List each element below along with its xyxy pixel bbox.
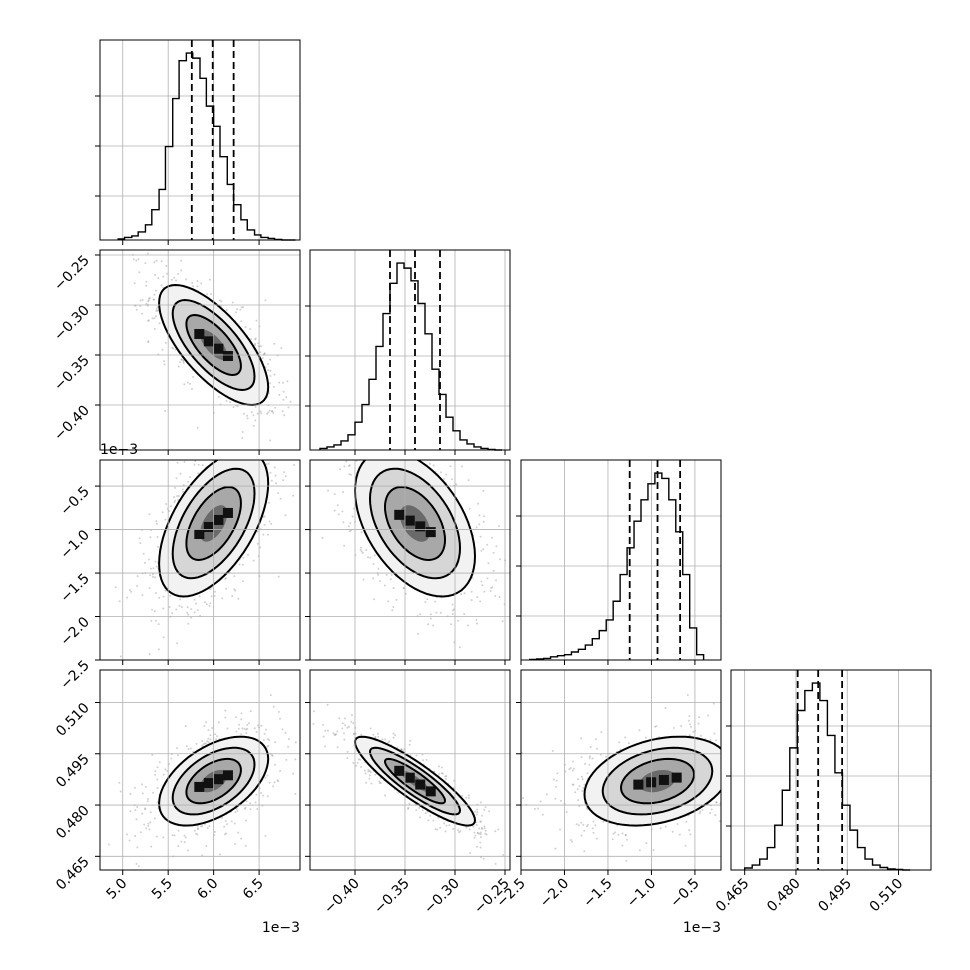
density-peak <box>194 529 205 540</box>
histogram-step-2 <box>528 472 705 661</box>
density-peak <box>425 786 436 797</box>
panel-frame <box>99 459 301 661</box>
x-tick-label-2: −2.0 <box>537 876 572 911</box>
contour-line <box>619 757 696 805</box>
contour-line <box>601 746 714 816</box>
panel-frame <box>99 39 301 241</box>
scatter-panel-1-3 <box>309 669 511 871</box>
x-tick-label-1: −0.30 <box>421 876 463 918</box>
density-peak <box>425 527 436 538</box>
contour-line <box>158 460 270 598</box>
density-peak <box>671 772 682 783</box>
y-tick-label-1: −0.40 <box>51 403 93 445</box>
density-peak <box>394 509 405 520</box>
density-peak <box>203 521 214 532</box>
contour-line <box>158 283 270 407</box>
density-peak <box>404 515 415 526</box>
y-tick-label-1: −0.25 <box>51 253 93 295</box>
x-tick-label-2: −1.0 <box>624 876 659 911</box>
y-tick-label-3: 0.480 <box>53 803 93 843</box>
x-tick-label-2: −0.5 <box>667 876 702 911</box>
contour-line <box>185 485 242 562</box>
x-tick-label-1: −0.35 <box>371 876 413 918</box>
x-tick-label-0: 5.0 <box>103 876 130 903</box>
x-tick-label-0: 5.5 <box>149 876 176 903</box>
density-peak <box>222 351 233 362</box>
density-peak <box>213 514 224 525</box>
density-peak <box>415 521 426 532</box>
x-tick-label-2: −1.5 <box>580 876 615 911</box>
x-offset-label-2: 1e−3 <box>683 920 721 936</box>
scatter-panel-0-3 <box>99 669 301 871</box>
scatter-panel-2-3 <box>520 669 722 871</box>
contour-line <box>583 735 721 827</box>
contour-line <box>185 757 242 805</box>
contour-line <box>171 746 256 816</box>
hist-panel-0 <box>95 39 301 241</box>
histogram-step-0 <box>117 52 296 241</box>
histogram-step-1 <box>319 262 502 451</box>
contour-line <box>185 313 242 377</box>
density-peak <box>658 774 669 785</box>
scatter-panel-1-2 <box>309 459 511 661</box>
contour-line <box>368 467 462 580</box>
density-peak <box>194 328 205 339</box>
y-tick-label-1: −0.30 <box>51 303 93 345</box>
hist-panel-1 <box>305 249 511 451</box>
density-peak <box>633 779 644 790</box>
density-peak <box>222 770 233 781</box>
hist-panel-3 <box>726 669 932 871</box>
panel-frame <box>520 669 722 871</box>
contour-line <box>383 485 447 562</box>
y-tick-label-2: −2.0 <box>57 614 92 649</box>
hist-panel-2 <box>516 459 722 661</box>
x-tick-label-3: 0.495 <box>815 876 855 916</box>
y-tick-label-2: −1.5 <box>57 571 92 606</box>
scatter-panel-0-2 <box>99 459 301 661</box>
panel-frame <box>99 249 301 451</box>
panel-frame <box>309 669 511 871</box>
y-tick-label-2: −2.5 <box>57 658 92 693</box>
panel-frame <box>520 459 722 661</box>
x-tick-label-3: 0.465 <box>713 876 753 916</box>
x-offset-label-0: 1e−3 <box>262 920 300 936</box>
panel-frame <box>99 669 301 871</box>
panel-frame <box>730 669 932 871</box>
contour-line <box>368 746 462 816</box>
x-tick-label-3: 0.510 <box>867 876 907 916</box>
density-peak <box>213 774 224 785</box>
y-offset-label-2: 1e−3 <box>100 442 138 458</box>
density-fill <box>400 505 430 542</box>
density-peak <box>213 343 224 354</box>
x-tick-label-3: 0.480 <box>764 876 804 916</box>
scatter-panel-0-1 <box>99 249 301 451</box>
histogram-step-3 <box>743 682 911 871</box>
x-tick-label-1: −0.40 <box>321 876 363 918</box>
panel-frame <box>309 459 511 661</box>
contour-line <box>171 298 256 392</box>
y-tick-label-3: 0.465 <box>53 854 93 894</box>
panel-frame <box>309 249 511 451</box>
y-tick-label-3: 0.495 <box>53 751 93 791</box>
y-tick-label-2: −0.5 <box>57 484 92 519</box>
density-peak <box>194 781 205 792</box>
density-peak <box>203 778 214 789</box>
y-tick-label-3: 0.510 <box>53 700 93 740</box>
density-peak <box>222 507 233 518</box>
x-tick-label-0: 6.5 <box>240 876 267 903</box>
x-tick-label-0: 6.0 <box>194 876 221 903</box>
y-tick-label-1: −0.35 <box>51 353 93 395</box>
contour-line <box>158 735 270 827</box>
y-tick-label-2: −1.0 <box>57 527 92 562</box>
density-peak <box>404 772 415 783</box>
density-peak <box>203 336 214 347</box>
contour-line <box>383 757 447 805</box>
contour-line <box>171 467 256 580</box>
density-peak <box>394 765 405 776</box>
density-peak <box>415 779 426 790</box>
